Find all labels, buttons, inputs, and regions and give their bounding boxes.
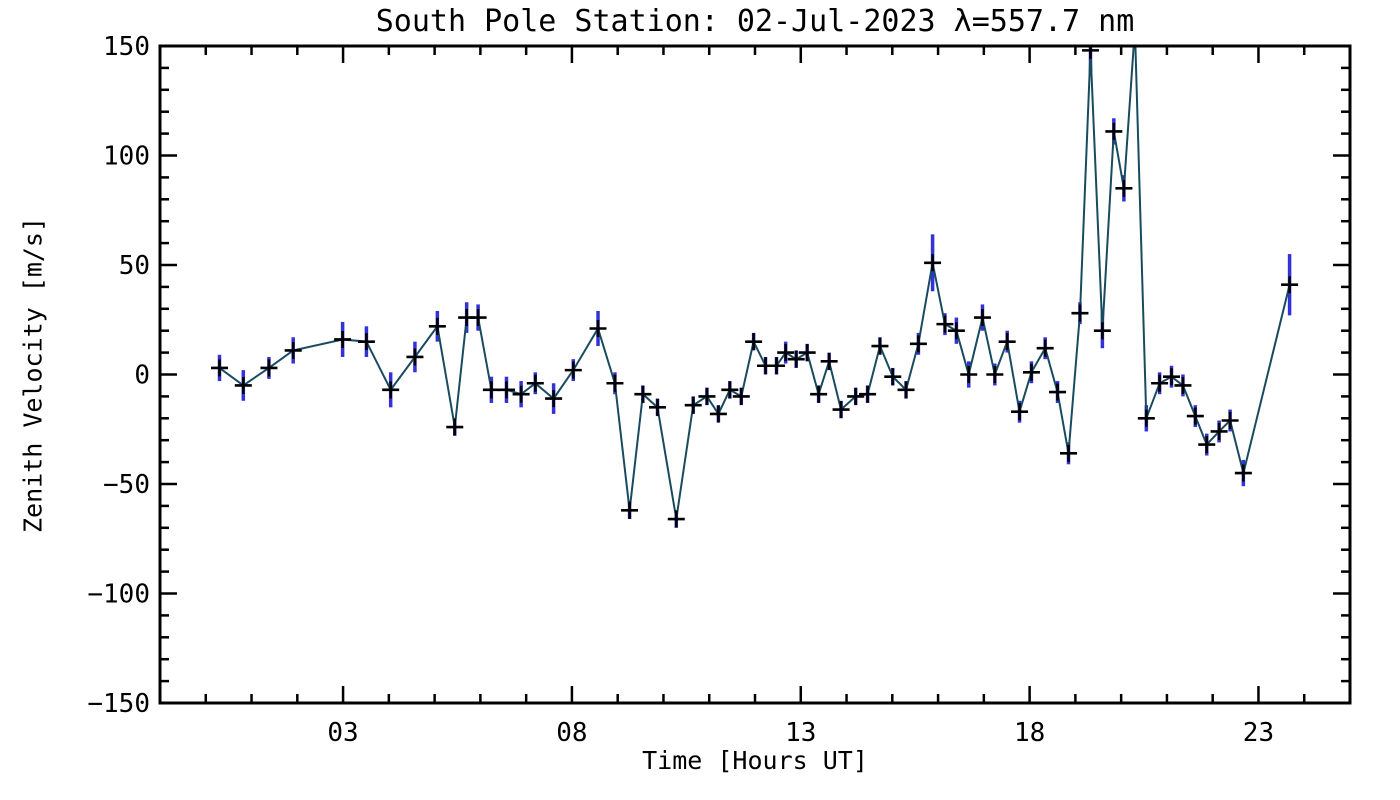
- data-marker-plus: [1198, 436, 1216, 454]
- data-marker-plus: [1281, 276, 1299, 294]
- data-marker-plus: [1011, 403, 1029, 421]
- data-marker-plus: [721, 381, 739, 399]
- y-tick-label: 0: [134, 361, 150, 391]
- data-marker-plus: [1234, 464, 1252, 482]
- data-marker-plus: [284, 341, 302, 359]
- x-tick-label: 08: [556, 718, 587, 748]
- plot-frame: [158, 44, 1352, 705]
- data-marker-plus: [512, 385, 530, 403]
- data-marker-plus: [732, 387, 750, 405]
- data-marker-plus: [787, 350, 805, 368]
- data-marker-plus: [382, 381, 400, 399]
- chart-title: South Pole Station: 02-Jul-2023 λ=557.7 …: [375, 4, 1135, 39]
- x-tick-label: 13: [785, 718, 816, 748]
- data-marker-plus: [606, 374, 624, 392]
- data-marker-plus: [589, 320, 607, 338]
- x-tick-label: 03: [327, 718, 358, 748]
- data-marker-plus: [260, 359, 278, 377]
- y-tick-label: 100: [103, 142, 150, 172]
- data-marker-plus: [798, 344, 816, 362]
- data-marker-plus: [986, 366, 1004, 383]
- data-marker-plus: [406, 348, 424, 366]
- data-marker-plus: [897, 381, 915, 399]
- data-marker-plus: [884, 368, 902, 386]
- data-marker-plus: [1049, 383, 1067, 401]
- data-marker-plus: [1137, 409, 1155, 427]
- data-marker-plus: [1036, 339, 1054, 357]
- data-marker-plus: [526, 374, 544, 392]
- data-marker-plus: [1151, 374, 1169, 392]
- data-marker-plus: [1210, 422, 1228, 440]
- data-marker-plus: [924, 254, 942, 272]
- data-marker-plus: [1186, 407, 1204, 425]
- data-marker-plus: [909, 335, 927, 353]
- data-marker-plus: [1093, 322, 1111, 340]
- data-marker-plus: [820, 352, 838, 370]
- data-marker-plus: [446, 418, 464, 436]
- data-polyline: [218, 47, 1291, 520]
- y-tick-label: −100: [87, 580, 150, 610]
- data-marker-plus: [768, 357, 786, 375]
- data-marker-plus: [832, 401, 850, 419]
- data-marker-plus: [334, 330, 352, 348]
- data-marker-plus: [469, 309, 487, 327]
- data-marker-plus: [234, 376, 252, 394]
- data-marker-plus: [777, 344, 795, 362]
- data-marker-plus: [698, 387, 716, 405]
- data-marker-plus: [1071, 304, 1089, 322]
- x-tick-label: 18: [1014, 718, 1045, 748]
- data-marker-plus: [871, 337, 889, 355]
- data-marker-plus: [545, 390, 563, 408]
- data-marker-plus: [564, 361, 582, 379]
- data-marker-plus: [1081, 47, 1099, 59]
- data-marker-plus: [649, 398, 667, 416]
- data-marker-plus: [621, 501, 639, 519]
- data-marker-plus: [847, 387, 865, 405]
- data-marker-plus: [1115, 179, 1133, 197]
- data-marker-plus: [482, 381, 500, 399]
- data-marker-plus: [634, 385, 652, 403]
- data-marker-plus: [973, 309, 991, 327]
- data-marker-plus: [1105, 122, 1123, 140]
- data-marker-plus: [936, 315, 954, 333]
- y-axis-title: Zenith Velocity [m/s]: [18, 216, 48, 534]
- data-marker-plus: [1022, 363, 1040, 381]
- data-marker-plus: [1221, 411, 1239, 429]
- y-tick-label: 50: [119, 251, 150, 281]
- y-tick-label: 150: [103, 32, 150, 62]
- data-marker-plus: [859, 385, 877, 403]
- data-marker-plus: [745, 333, 763, 351]
- data-marker-plus: [709, 405, 727, 423]
- data-marker-plus: [960, 366, 978, 383]
- data-marker-plus: [497, 381, 515, 399]
- data-marker-plus: [1060, 444, 1078, 462]
- data-marker-plus: [211, 359, 228, 377]
- data-marker-plus: [810, 385, 828, 403]
- y-tick-label: −150: [87, 689, 150, 719]
- data-marker-plus: [1174, 376, 1192, 394]
- data-series: [211, 47, 1299, 528]
- data-marker-plus: [947, 322, 965, 340]
- data-marker-plus: [428, 317, 446, 335]
- x-tick-label: 23: [1243, 718, 1274, 748]
- x-axis-title: Time [Hours UT]: [642, 746, 868, 775]
- y-tick-label: −50: [103, 470, 150, 500]
- data-marker-plus: [1163, 368, 1180, 386]
- data-marker-plus: [357, 333, 375, 351]
- data-marker-plus: [667, 510, 685, 528]
- data-marker-plus: [998, 333, 1016, 351]
- data-marker-plus: [684, 396, 702, 414]
